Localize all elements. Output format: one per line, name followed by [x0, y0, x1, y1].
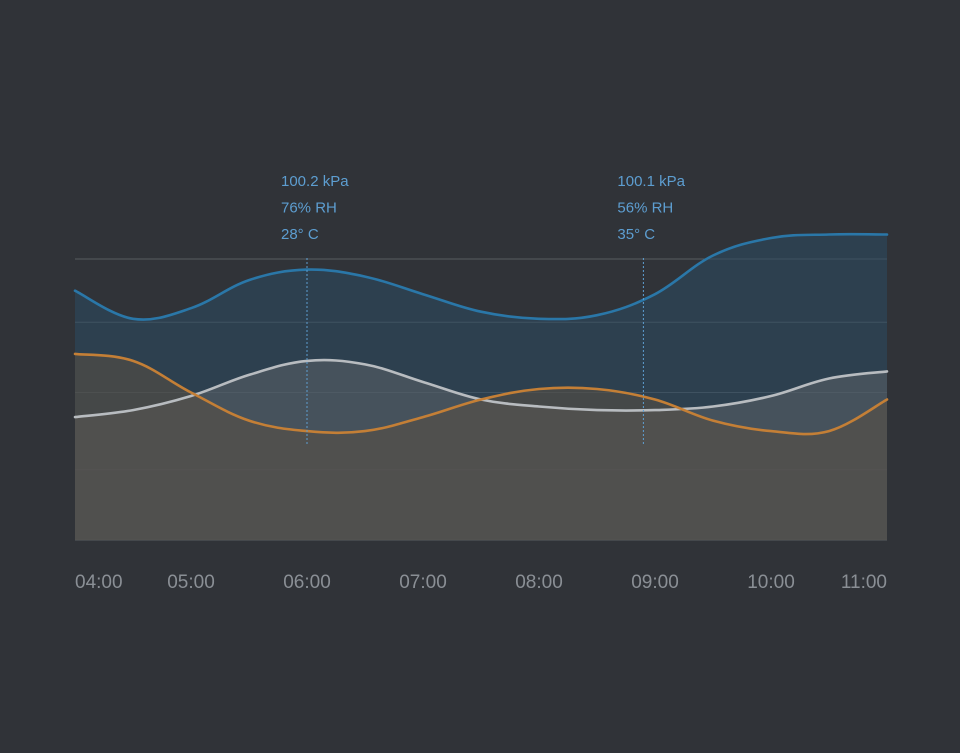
x-tick-label: 06:00: [283, 572, 331, 593]
annotation-1: 100.2 kPa 76% RH 28° C: [281, 173, 349, 445]
annotation-2: 100.1 kPa 56% RH 35° C: [617, 173, 686, 445]
x-tick-label: 09:00: [631, 572, 679, 593]
annotation-label: 28° C: [281, 226, 319, 243]
x-tick-label: 10:00: [747, 572, 795, 593]
annotation-label: 100.1 kPa: [617, 173, 685, 190]
annotation-label: 76% RH: [281, 200, 337, 217]
x-tick-label: 07:00: [399, 572, 447, 593]
annotation-label: 56% RH: [617, 200, 673, 217]
annotation-label: 35° C: [617, 226, 655, 243]
x-tick-label: 04:00: [75, 572, 123, 593]
series-line-temperature: [73, 352, 889, 436]
x-tick-label: 05:00: [167, 572, 215, 593]
annotation-layer: 100.2 kPa 76% RH 28° C 100.1 kPa 56% RH 35° C: [281, 173, 686, 445]
annotation-label: 100.2 kPa: [281, 173, 349, 190]
x-tick-label: 08:00: [515, 572, 563, 593]
line-layer: [73, 232, 889, 436]
x-axis-tick-labels: 04:00 05:00 06:00 07:00 08:00 09:00 10:00 11:00: [75, 572, 887, 593]
series-area-temperature: [75, 353, 887, 540]
series-line-pressure: [73, 232, 889, 321]
area-layer: [75, 234, 887, 540]
x-tick-label: 11:00: [841, 572, 887, 593]
